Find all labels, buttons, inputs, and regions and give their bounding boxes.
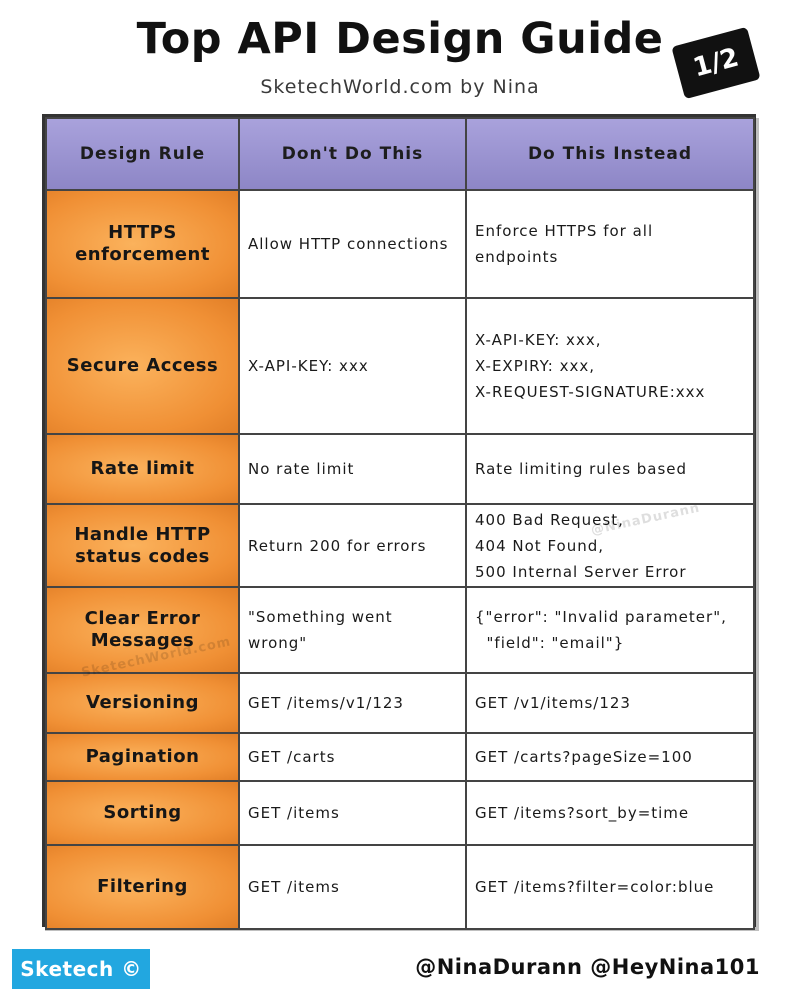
dont-cell: No rate limit [238,433,467,505]
rule-cell: Rate limit [45,433,240,505]
dont-cell: Return 200 for errors [238,503,467,588]
column-header-dont: Don't Do This [238,117,467,191]
dont-cell: GET /items [238,780,467,846]
rule-cell: Sorting [45,780,240,846]
dont-cell: GET /items/v1/123 [238,672,467,734]
do-cell: GET /items?sort_by=time [465,780,755,846]
column-header-do-instead: Do This Instead [465,117,755,191]
table-header-row: Design Rule Don't Do This Do This Instea… [45,117,755,191]
column-header-design-rule: Design Rule [45,117,240,191]
api-guide-table: Design Rule Don't Do This Do This Instea… [45,117,755,930]
table-row: Versioning GET /items/v1/123 GET /v1/ite… [45,672,755,734]
rule-cell: Filtering [45,844,240,930]
dont-cell: Allow HTTP connections [238,189,467,299]
rule-cell: Pagination [45,732,240,782]
table-row: Pagination GET /carts GET /carts?pageSiz… [45,732,755,782]
table-row: Filtering GET /items GET /items?filter=c… [45,844,755,930]
dont-cell: "Something went wrong" [238,586,467,674]
page-subtitle: SketechWorld.com by Nina [260,76,540,98]
do-cell: {"error": "Invalid parameter", "field": … [465,586,755,674]
brand-logo: Sketech © [12,949,150,989]
table-row: HTTPS enforcement Allow HTTP connections… [45,189,755,299]
dont-cell: X-API-KEY: xxx [238,297,467,435]
rule-cell: Handle HTTP status codes [45,503,240,588]
rule-cell: Versioning [45,672,240,734]
do-cell: X-API-KEY: xxx, X-EXPIRY: xxx, X-REQUEST… [465,297,755,435]
do-cell: GET /carts?pageSize=100 [465,732,755,782]
social-handles: @NinaDurann @HeyNina101 [415,955,760,979]
table-row: Secure Access X-API-KEY: xxx X-API-KEY: … [45,297,755,435]
table-row: Clear Error Messages "Something went wro… [45,586,755,674]
dont-cell: GET /carts [238,732,467,782]
rule-cell: Secure Access [45,297,240,435]
do-cell: GET /v1/items/123 [465,672,755,734]
page-title: Top API Design Guide [136,14,664,64]
do-cell: 400 Bad Request, 404 Not Found, 500 Inte… [465,503,755,588]
do-cell: GET /items?filter=color:blue [465,844,755,930]
api-guide-table-container: Design Rule Don't Do This Do This Instea… [42,114,756,930]
table-row: Rate limit No rate limit Rate limiting r… [45,433,755,505]
do-cell: Rate limiting rules based [465,433,755,505]
do-cell: Enforce HTTPS for all endpoints [465,189,755,299]
table-row: Handle HTTP status codes Return 200 for … [45,503,755,588]
table-row: Sorting GET /items GET /items?sort_by=ti… [45,780,755,846]
rule-cell: HTTPS enforcement [45,189,240,299]
dont-cell: GET /items [238,844,467,930]
rule-cell: Clear Error Messages [45,586,240,674]
